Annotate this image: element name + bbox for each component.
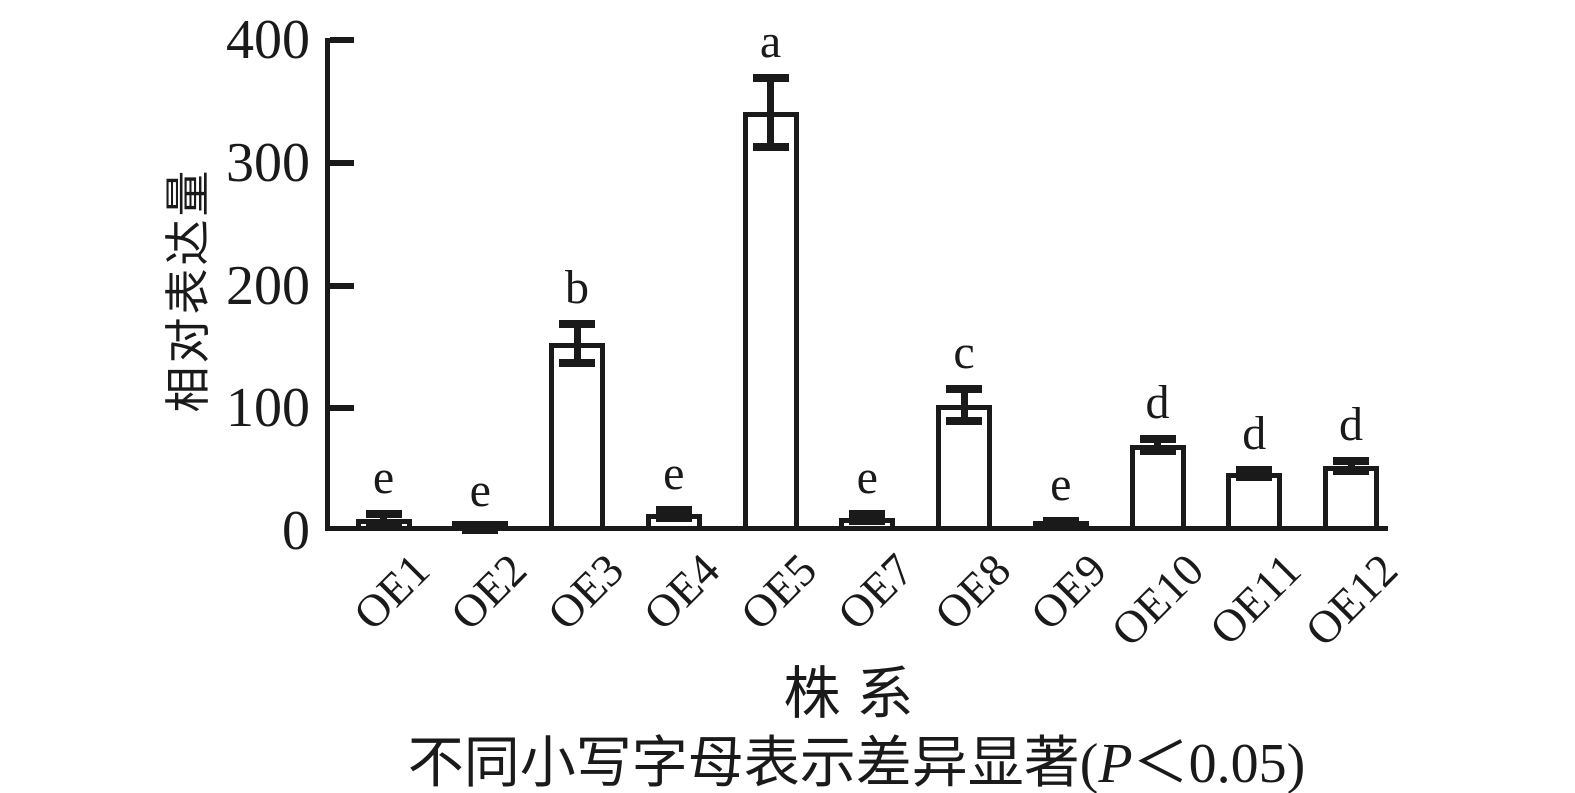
error-bar-cap-bottom [752,142,789,151]
error-bar-stem [1154,438,1161,452]
bar-OE12 [1323,465,1379,531]
error-bar-cap-top [849,509,886,518]
y-axis-title: 相对表达量 [163,167,214,413]
x-tick-label-OE12: OE12 [1294,543,1407,656]
error-bar-cap-top [1236,465,1273,474]
x-tick-label-OE11: OE11 [1199,543,1311,655]
error-bar-stem [767,78,774,147]
error-bar-cap-top [655,506,692,515]
x-tick-label-OE1: OE1 [343,543,440,640]
y-tick-mark [330,282,354,289]
caption: 不同小写字母表示差异显著(P＜0.05) [325,718,1388,793]
error-bar-stem [960,388,968,421]
x-tick-label-OE2: OE2 [440,543,537,640]
significance-letter: e [469,464,491,518]
y-tick-label: 300 [226,131,310,194]
error-bar-stem [380,513,387,524]
y-axis-line [325,38,330,531]
error-bar-cap-bottom [1139,447,1176,456]
x-tick-label-OE3: OE3 [537,543,633,640]
y-tick-mark [330,159,354,166]
y-tick-label: 200 [226,254,310,317]
significance-letter: e [372,450,395,504]
error-bar-cap-bottom [946,416,982,425]
error-bar-cap-bottom [655,513,692,522]
error-bar-stem [573,323,581,363]
plot-area: 400 300 200 100 0 e OE1 e OE2 b OE3 e OE4 a OE5 e OE7 c OE… [226,10,1407,656]
y-tick-mark [330,405,354,412]
x-tick-label-OE4: OE4 [633,543,730,640]
error-bar-cap-bottom [462,525,499,534]
x-tick-label-OE10: OE10 [1101,543,1214,656]
x-tick-label-OE5: OE5 [730,543,827,640]
y-tick-mark [330,37,354,43]
x-tick-label-OE8: OE8 [924,543,1020,640]
significance-letter: e [1050,458,1072,512]
error-bar-cap-top [1333,457,1369,466]
bar-OE10 [1129,445,1186,531]
bar-OE11 [1226,473,1283,531]
caption-p-symbol: P [1098,733,1133,793]
error-bar-cap-bottom [1042,522,1079,531]
error-bar-cap-top [365,509,402,518]
y-tick-label: 400 [226,9,310,71]
error-bar-cap-top [752,74,789,83]
bar-OE8 [936,404,992,531]
x-tick-label-OE7: OE7 [827,543,924,640]
error-bar-cap-bottom [849,517,886,526]
error-bar-cap-top [946,384,982,393]
significance-letter: e [856,450,878,504]
x-tick-label-OE9: OE9 [1020,543,1117,640]
error-bar-cap-top [559,319,595,328]
error-bar-cap-bottom [1236,473,1273,481]
bar-OE5 [742,112,799,531]
y-tick-label: 0 [282,500,310,562]
error-bar-stem [1347,461,1355,471]
x-axis-title: 株系 [783,663,930,726]
y-tick-label: 100 [226,377,310,440]
error-bar-cap-bottom [1333,466,1369,475]
significance-letter: c [953,325,975,379]
significance-letter: d [1339,398,1363,452]
bar-OE3 [549,343,605,531]
significance-letter: d [1145,375,1170,429]
caption-post: ＜0.05) [1132,733,1306,793]
error-bar-cap-top [1139,434,1176,443]
significance-letter: e [663,447,685,501]
significance-letter: a [759,15,782,69]
error-bar-cap-bottom [559,358,595,367]
significance-letter: b [565,260,589,314]
error-bar-cap-bottom [365,519,402,528]
error-bar-cap-top [1042,517,1079,526]
caption-pre: 不同小写字母表示差异显著( [407,733,1099,793]
significance-letter: d [1242,406,1267,460]
